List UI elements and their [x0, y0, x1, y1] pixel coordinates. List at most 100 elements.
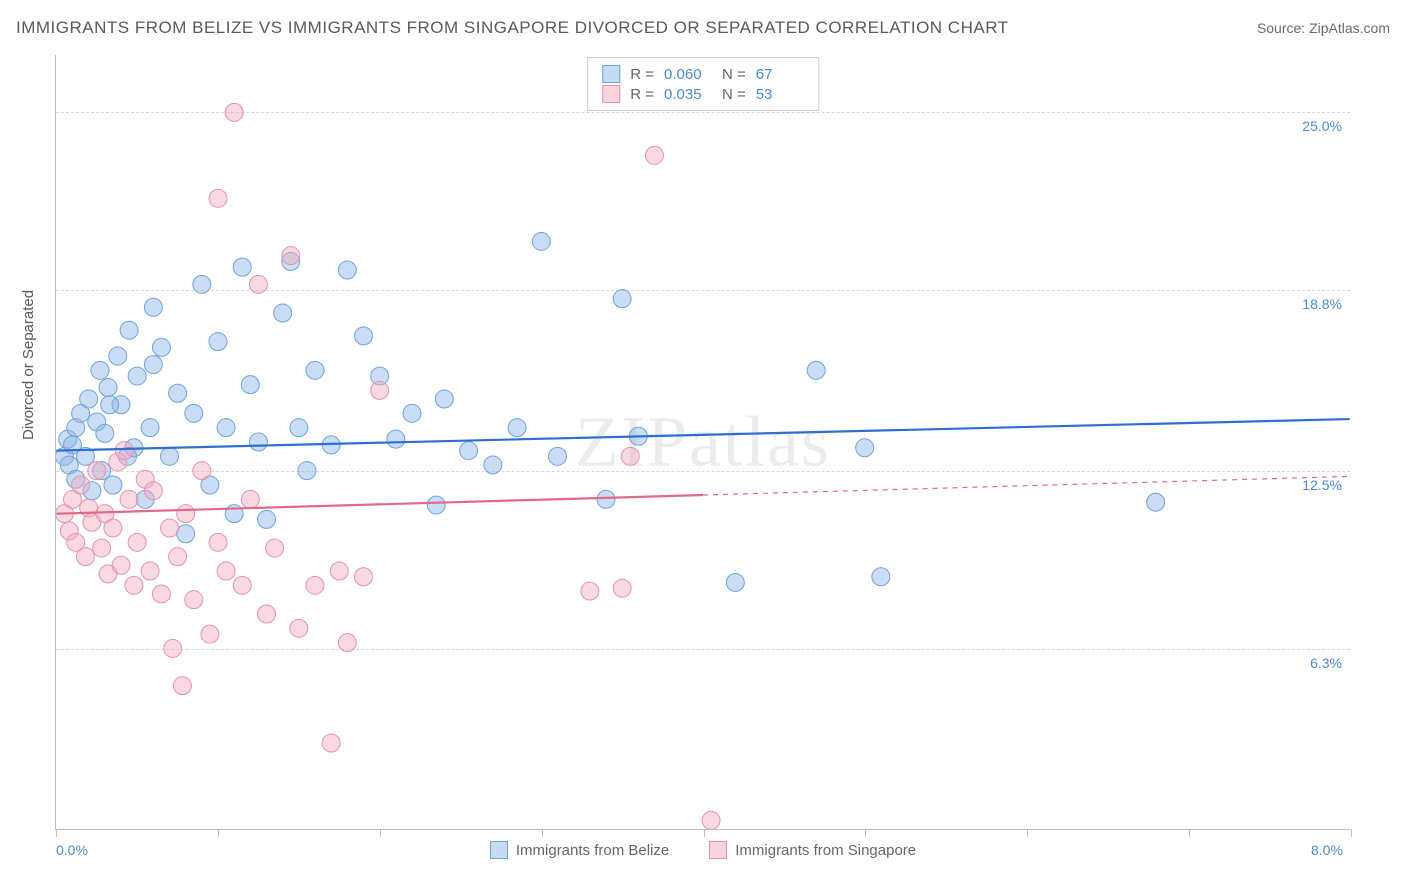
- r-label: R =: [630, 66, 654, 83]
- legend-label-singapore: Immigrants from Singapore: [735, 842, 916, 859]
- source-attribution: Source: ZipAtlas.com: [1257, 20, 1390, 36]
- chart-title: IMMIGRANTS FROM BELIZE VS IMMIGRANTS FRO…: [16, 18, 1009, 38]
- scatter-point: [330, 562, 348, 580]
- swatch-belize-icon: [490, 841, 508, 859]
- scatter-point: [258, 605, 276, 623]
- scatter-point: [88, 462, 106, 480]
- scatter-point: [532, 232, 550, 250]
- scatter-point: [177, 505, 195, 523]
- scatter-point: [91, 361, 109, 379]
- scatter-point: [152, 338, 170, 356]
- scatter-point: [338, 261, 356, 279]
- scatter-point: [209, 333, 227, 351]
- scatter-point: [120, 321, 138, 339]
- scatter-point: [128, 533, 146, 551]
- n-value-belize: 67: [756, 66, 804, 83]
- scatter-point: [233, 576, 251, 594]
- scatter-point: [613, 290, 631, 308]
- x-tick: [542, 829, 543, 837]
- r-value-singapore: 0.035: [664, 86, 712, 103]
- swatch-singapore: [602, 85, 620, 103]
- scatter-point: [282, 247, 300, 265]
- n-label: N =: [722, 66, 746, 83]
- scatter-point: [96, 424, 114, 442]
- scatter-point: [169, 548, 187, 566]
- scatter-point: [72, 476, 90, 494]
- scatter-point: [460, 442, 478, 460]
- scatter-point: [290, 619, 308, 637]
- scatter-point: [249, 275, 267, 293]
- x-tick: [1189, 829, 1190, 837]
- x-tick: [1027, 829, 1028, 837]
- scatter-point: [141, 419, 159, 437]
- scatter-point: [241, 490, 259, 508]
- scatter-point: [613, 579, 631, 597]
- scatter-point: [435, 390, 453, 408]
- scatter-point: [290, 419, 308, 437]
- scatter-point: [266, 539, 284, 557]
- scatter-point: [93, 539, 111, 557]
- scatter-point: [109, 347, 127, 365]
- scatter-point: [241, 376, 259, 394]
- scatter-point: [101, 396, 119, 414]
- legend-series: Immigrants from Belize Immigrants from S…: [56, 841, 1350, 859]
- scatter-point: [856, 439, 874, 457]
- scatter-point: [141, 562, 159, 580]
- scatter-svg: [56, 55, 1350, 829]
- scatter-point: [193, 462, 211, 480]
- scatter-point: [233, 258, 251, 276]
- scatter-point: [306, 576, 324, 594]
- x-tick: [56, 829, 57, 837]
- n-label: N =: [722, 86, 746, 103]
- scatter-point: [173, 677, 191, 695]
- scatter-point: [209, 533, 227, 551]
- x-tick-label: 0.0%: [56, 842, 88, 858]
- scatter-point: [597, 490, 615, 508]
- x-tick: [1351, 829, 1352, 837]
- scatter-point: [726, 573, 744, 591]
- scatter-point: [115, 442, 133, 460]
- trend-line-dashed: [703, 476, 1350, 495]
- scatter-point: [104, 476, 122, 494]
- scatter-point: [99, 379, 117, 397]
- scatter-point: [185, 591, 203, 609]
- scatter-point: [427, 496, 445, 514]
- scatter-point: [217, 419, 235, 437]
- legend-label-belize: Immigrants from Belize: [516, 842, 669, 859]
- scatter-point: [306, 361, 324, 379]
- scatter-point: [355, 568, 373, 586]
- x-tick: [218, 829, 219, 837]
- scatter-point: [702, 811, 720, 829]
- scatter-point: [872, 568, 890, 586]
- chart-plot-area: ZIPatlas R = 0.060 N = 67 R = 0.035 N = …: [55, 55, 1350, 830]
- scatter-point: [201, 625, 219, 643]
- legend-stats-box: R = 0.060 N = 67 R = 0.035 N = 53: [587, 57, 819, 111]
- scatter-point: [338, 634, 356, 652]
- scatter-point: [646, 146, 664, 164]
- scatter-point: [125, 576, 143, 594]
- scatter-point: [249, 433, 267, 451]
- scatter-point: [807, 361, 825, 379]
- scatter-point: [112, 556, 130, 574]
- x-tick: [865, 829, 866, 837]
- swatch-belize: [602, 65, 620, 83]
- scatter-point: [549, 447, 567, 465]
- scatter-point: [581, 582, 599, 600]
- scatter-point: [120, 490, 138, 508]
- scatter-point: [621, 447, 639, 465]
- scatter-point: [209, 189, 227, 207]
- legend-stats-row-singapore: R = 0.035 N = 53: [602, 84, 804, 104]
- n-value-singapore: 53: [756, 86, 804, 103]
- scatter-point: [161, 519, 179, 537]
- scatter-point: [298, 462, 316, 480]
- trend-line: [56, 419, 1349, 451]
- legend-stats-row-belize: R = 0.060 N = 67: [602, 64, 804, 84]
- scatter-point: [387, 430, 405, 448]
- scatter-point: [164, 639, 182, 657]
- source-name: ZipAtlas.com: [1309, 20, 1390, 36]
- y-axis-title: Divorced or Separated: [20, 290, 37, 440]
- scatter-point: [144, 482, 162, 500]
- source-prefix: Source:: [1257, 20, 1309, 36]
- scatter-point: [144, 298, 162, 316]
- scatter-point: [177, 525, 195, 543]
